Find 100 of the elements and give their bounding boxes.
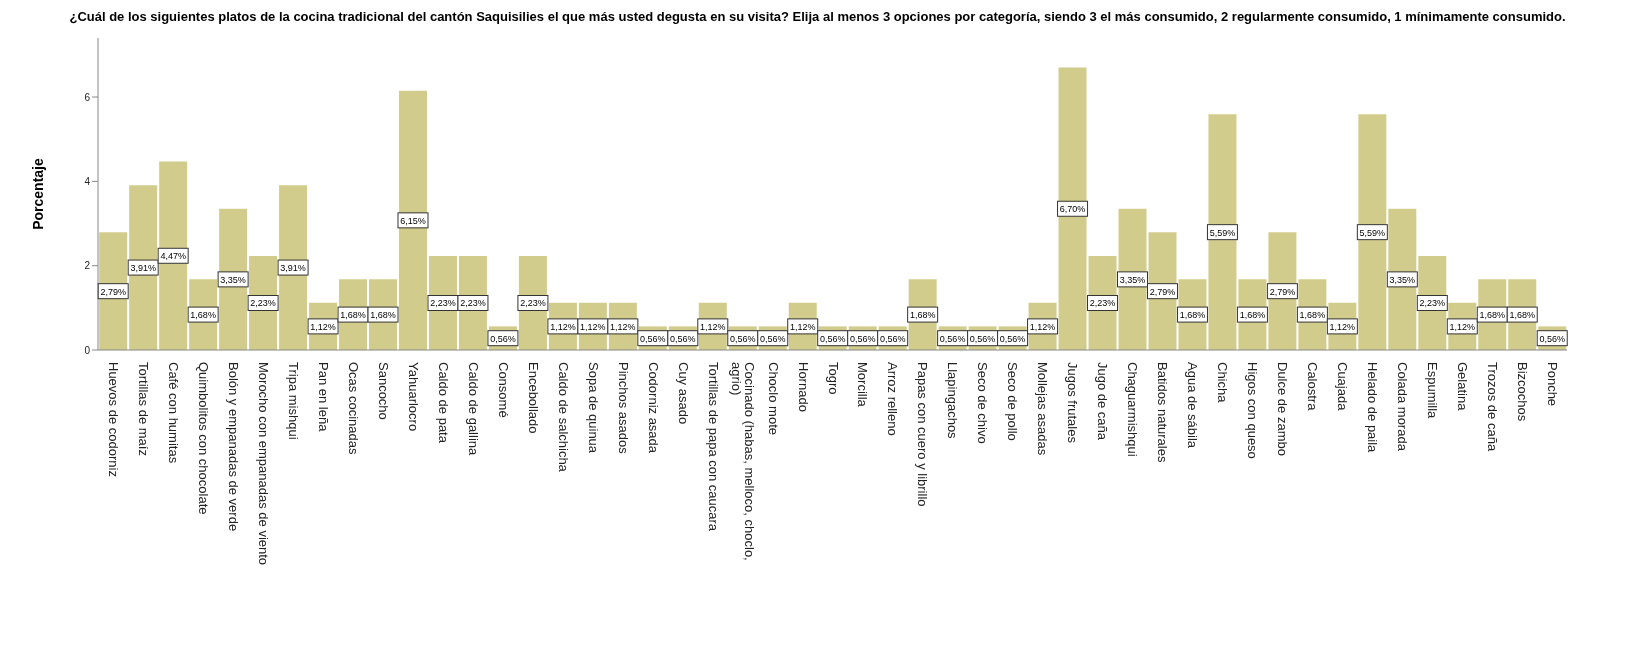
data-label: 0,56% — [939, 333, 966, 344]
x-tick-label: Quimbolitos con chocolate — [195, 362, 211, 515]
data-label: 0,56% — [1539, 333, 1565, 344]
x-tick-label: Batidos naturales — [1155, 362, 1171, 463]
x-tick-label: Agua de sábila — [1185, 362, 1201, 449]
x-tick-label: Llapingachos — [945, 362, 961, 440]
x-tick-label: Ponche — [1545, 362, 1561, 407]
x-tick-label: Chicha — [1215, 362, 1231, 404]
data-label: 0,56% — [969, 333, 996, 344]
x-tick-label: Bolón y empanadas de verde — [225, 362, 241, 532]
x-tick-label: Colada morada — [1395, 362, 1411, 452]
data-label: 1,12% — [610, 321, 636, 332]
x-tick-label: Mollejas asadas — [1035, 362, 1051, 456]
x-tick-label: Dulce de zambo — [1275, 362, 1291, 456]
data-label: 6,70% — [1059, 204, 1086, 215]
data-label: 4,47% — [160, 251, 186, 262]
y-tick-label: 2 — [84, 260, 91, 272]
x-tick-label: Helado de paila — [1365, 362, 1381, 454]
y-tick-label: 6 — [84, 91, 91, 103]
x-tick-label: Consomé — [495, 362, 511, 418]
data-label: 1,68% — [1509, 310, 1536, 321]
data-label: 1,68% — [909, 310, 936, 321]
data-label: 1,68% — [1299, 310, 1326, 321]
x-tick-label: Seco de pollo — [1005, 362, 1021, 441]
x-tick-label: Calostra — [1305, 362, 1321, 412]
x-tick-label: Codorniz asada — [645, 362, 661, 454]
data-label: 1,12% — [1329, 321, 1356, 332]
data-label: 5,59% — [1209, 227, 1236, 238]
data-label: 1,12% — [310, 321, 336, 332]
data-label: 0,56% — [759, 333, 786, 344]
data-label: 2,23% — [430, 298, 456, 309]
data-label: 0,56% — [849, 333, 876, 344]
data-label: 1,12% — [700, 321, 726, 332]
data-label: 0,56% — [490, 333, 516, 344]
data-label: 2,23% — [1419, 298, 1446, 309]
data-label: 1,68% — [1239, 310, 1266, 321]
data-label: 2,23% — [460, 298, 486, 309]
data-label: 1,68% — [370, 310, 396, 321]
data-label: 1,12% — [789, 321, 816, 332]
data-label: 1,12% — [550, 321, 576, 332]
bar — [1358, 114, 1387, 350]
x-tick-label: Tortillas de maíz — [135, 362, 151, 456]
data-label: 0,56% — [999, 333, 1026, 344]
x-tick-label: Cocinado (habas, melloco, choclo, agrio) — [729, 362, 758, 561]
data-label: 3,35% — [1119, 274, 1146, 285]
x-tick-label: Togro — [825, 362, 841, 395]
x-tick-label: Encebollado — [525, 362, 541, 434]
data-label: 3,91% — [130, 263, 156, 274]
data-label: 3,35% — [1389, 274, 1416, 285]
y-axis-title: Porcentaje — [29, 158, 46, 230]
x-tick-label: Higos con queso — [1245, 362, 1261, 459]
data-label: 3,91% — [280, 263, 306, 274]
data-label: 2,79% — [1149, 286, 1176, 297]
data-label: 2,79% — [100, 286, 126, 297]
x-tick-label: Cuajada — [1335, 362, 1351, 412]
x-tick-label: Papas con cuero y librillo — [915, 362, 931, 507]
bar — [159, 161, 188, 350]
data-label: 0,56% — [879, 333, 906, 344]
x-tick-label: Cuy asado — [675, 362, 691, 425]
x-tick-label: Seco de chivo — [975, 362, 991, 444]
x-tick-label: Jugos frutales — [1065, 362, 1081, 444]
data-label: 2,23% — [1089, 298, 1116, 309]
data-label: 5,59% — [1359, 227, 1386, 238]
data-label: 0,56% — [819, 333, 846, 344]
bar — [399, 90, 427, 350]
x-tick-label: Sopa de quinua — [585, 362, 601, 454]
chart-title: ¿Cuál de los siguientes platos de la cocina tradicional del cantón Saquisilies el que más usted degusta en su visita? Elija al menos 3 opciones por categoría, siendo 3 el más consumido, 2 regularmente consumido, 1 mínimamente consumido. — [68, 8, 1567, 26]
data-label: 2,23% — [250, 298, 276, 309]
x-tick-label: Sancocho — [375, 362, 391, 420]
x-tick-label: Bizcochos — [1515, 362, 1531, 422]
data-label: 1,68% — [340, 310, 366, 321]
x-tick-label: Hornado — [795, 362, 811, 412]
x-tick-label: Morocho con empanadas de viento — [255, 362, 271, 566]
bar — [1208, 114, 1237, 350]
data-label: 6,15% — [400, 215, 426, 226]
data-label: 1,12% — [580, 321, 606, 332]
x-tick-label: Pinchos asados — [615, 362, 631, 455]
x-tick-label: Café con humitas — [165, 362, 181, 464]
y-tick-label: 0 — [84, 344, 91, 356]
data-label: 1,68% — [1179, 310, 1206, 321]
x-tick-label: Jugo de caña — [1095, 362, 1111, 441]
data-label: 0,56% — [730, 333, 756, 344]
data-label: 1,12% — [1449, 321, 1476, 332]
x-tick-label: Caldo de pata — [435, 362, 451, 444]
data-label: 2,23% — [520, 298, 546, 309]
x-tick-label: Chaguarmishqui — [1125, 362, 1141, 457]
x-tick-label: Espumilla — [1425, 362, 1441, 420]
x-tick-label: Caldo de salchicha — [555, 362, 571, 473]
x-tick-label: Huevos de codorniz — [105, 362, 121, 477]
x-tick-label: Choclo mote — [765, 362, 781, 435]
data-label: 1,12% — [1029, 321, 1056, 332]
x-tick-label: Ocas cocinadas — [345, 362, 361, 455]
x-tick-label: Gelatina — [1455, 362, 1471, 412]
x-tick-label: Tortillas de papa con caucara — [705, 362, 721, 532]
data-label: 2,79% — [1269, 286, 1296, 297]
data-label: 3,35% — [220, 274, 246, 285]
x-tick-label: Caldo de gallina — [465, 362, 481, 456]
y-tick-label: 4 — [84, 175, 91, 187]
x-tick-label: Morcilla — [855, 362, 871, 408]
data-label: 1,68% — [190, 310, 216, 321]
